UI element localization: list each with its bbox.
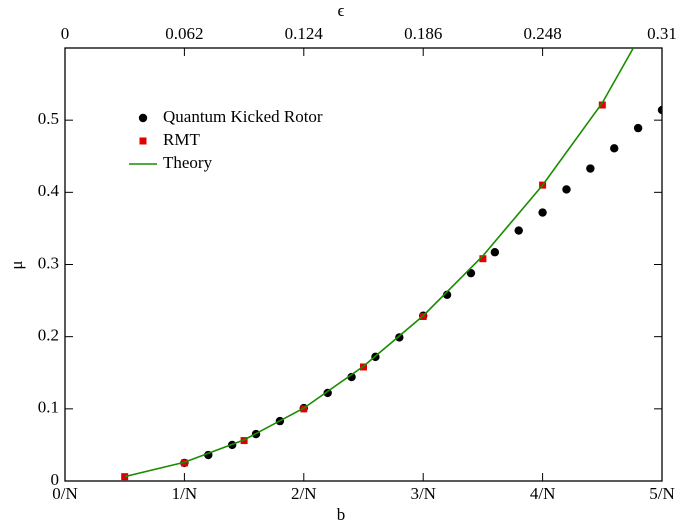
x-tick-label: 5/N: [649, 484, 675, 503]
legend-label: Quantum Kicked Rotor: [163, 107, 323, 126]
legend-label: RMT: [163, 130, 200, 149]
point: [586, 164, 595, 173]
x2-tick-label: 0.186: [404, 24, 442, 43]
x-tick-label: 4/N: [530, 484, 556, 503]
x-tick-label: 3/N: [410, 484, 436, 503]
x2-tick-label: 0.124: [285, 24, 324, 43]
legend-label: Theory: [163, 153, 213, 172]
point: [562, 185, 571, 194]
y-tick-label: 0.1: [38, 398, 59, 417]
x2-tick-label: 0.248: [523, 24, 561, 43]
x-axis-label: b: [337, 505, 346, 524]
point: [657, 105, 662, 115]
y-tick-label: 0: [51, 470, 60, 489]
point: [479, 255, 487, 263]
x-tick-label: 1/N: [172, 484, 198, 503]
x2-tick-label: 0.062: [165, 24, 203, 43]
point: [610, 144, 619, 153]
point: [633, 123, 643, 133]
y-tick-label: 0.2: [38, 326, 59, 345]
point: [598, 101, 606, 109]
x2-tick-label: 0: [61, 24, 70, 43]
legend-marker: [138, 113, 148, 123]
x-tick-label: 2/N: [291, 484, 317, 503]
point: [442, 290, 452, 300]
x-tick-label: 0/N: [52, 484, 78, 503]
y-tick-label: 0.5: [38, 109, 59, 128]
plot-area: [121, 48, 662, 481]
legend-marker: [139, 137, 147, 145]
point: [466, 268, 476, 278]
y-tick-label: 0.4: [38, 181, 60, 200]
point: [538, 208, 547, 217]
point: [490, 248, 500, 257]
x2-axis-label: ϵ: [338, 1, 345, 20]
plot-frame: [64, 47, 663, 482]
point: [514, 226, 523, 235]
y-tick-label: 0.3: [38, 253, 59, 272]
x2-tick-label: 0.31: [647, 24, 677, 43]
point: [347, 372, 356, 382]
theory-line: [124, 48, 635, 478]
y-axis-label: μ: [7, 260, 26, 269]
point: [395, 333, 404, 342]
